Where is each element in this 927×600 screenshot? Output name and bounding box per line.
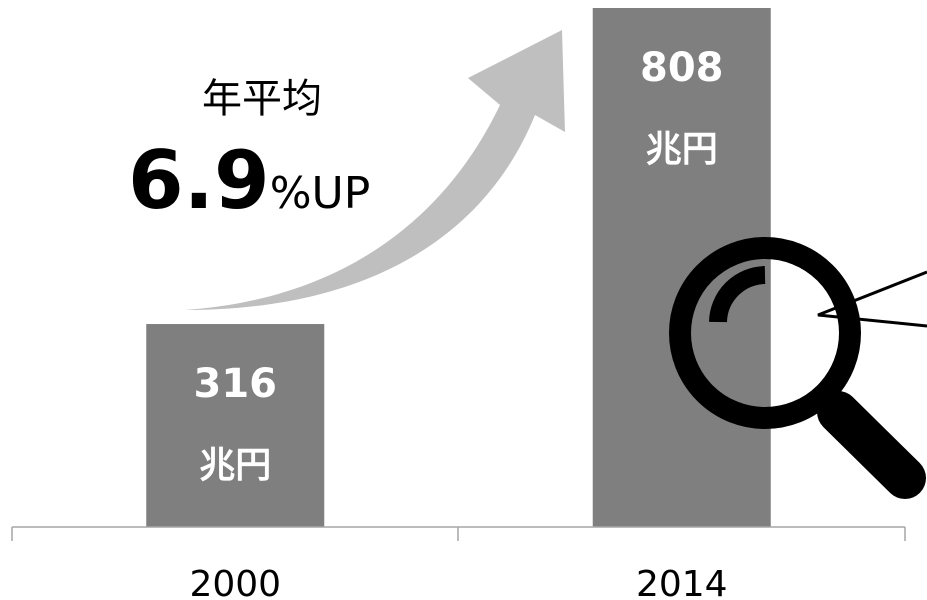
annotation-value: 6.9%UP xyxy=(128,134,370,227)
growth-arrow xyxy=(185,30,565,310)
bar xyxy=(592,8,771,527)
annotation-suffix: %UP xyxy=(270,168,371,219)
data-label: 808 xyxy=(640,45,724,91)
data-label-unit: 兆円 xyxy=(199,445,271,486)
data-label-unit: 兆円 xyxy=(646,129,718,170)
x-tick-label: 2000 xyxy=(189,564,281,600)
magnifier-icon xyxy=(669,237,927,499)
marks: 316 兆円 808 兆円 xyxy=(146,8,771,527)
bar xyxy=(146,324,325,527)
annotation-line1: 年平均 xyxy=(202,76,322,122)
annotation-number: 6.9 xyxy=(128,134,270,227)
x-tick-label: 2014 xyxy=(636,564,728,600)
data-label: 316 xyxy=(194,361,278,407)
